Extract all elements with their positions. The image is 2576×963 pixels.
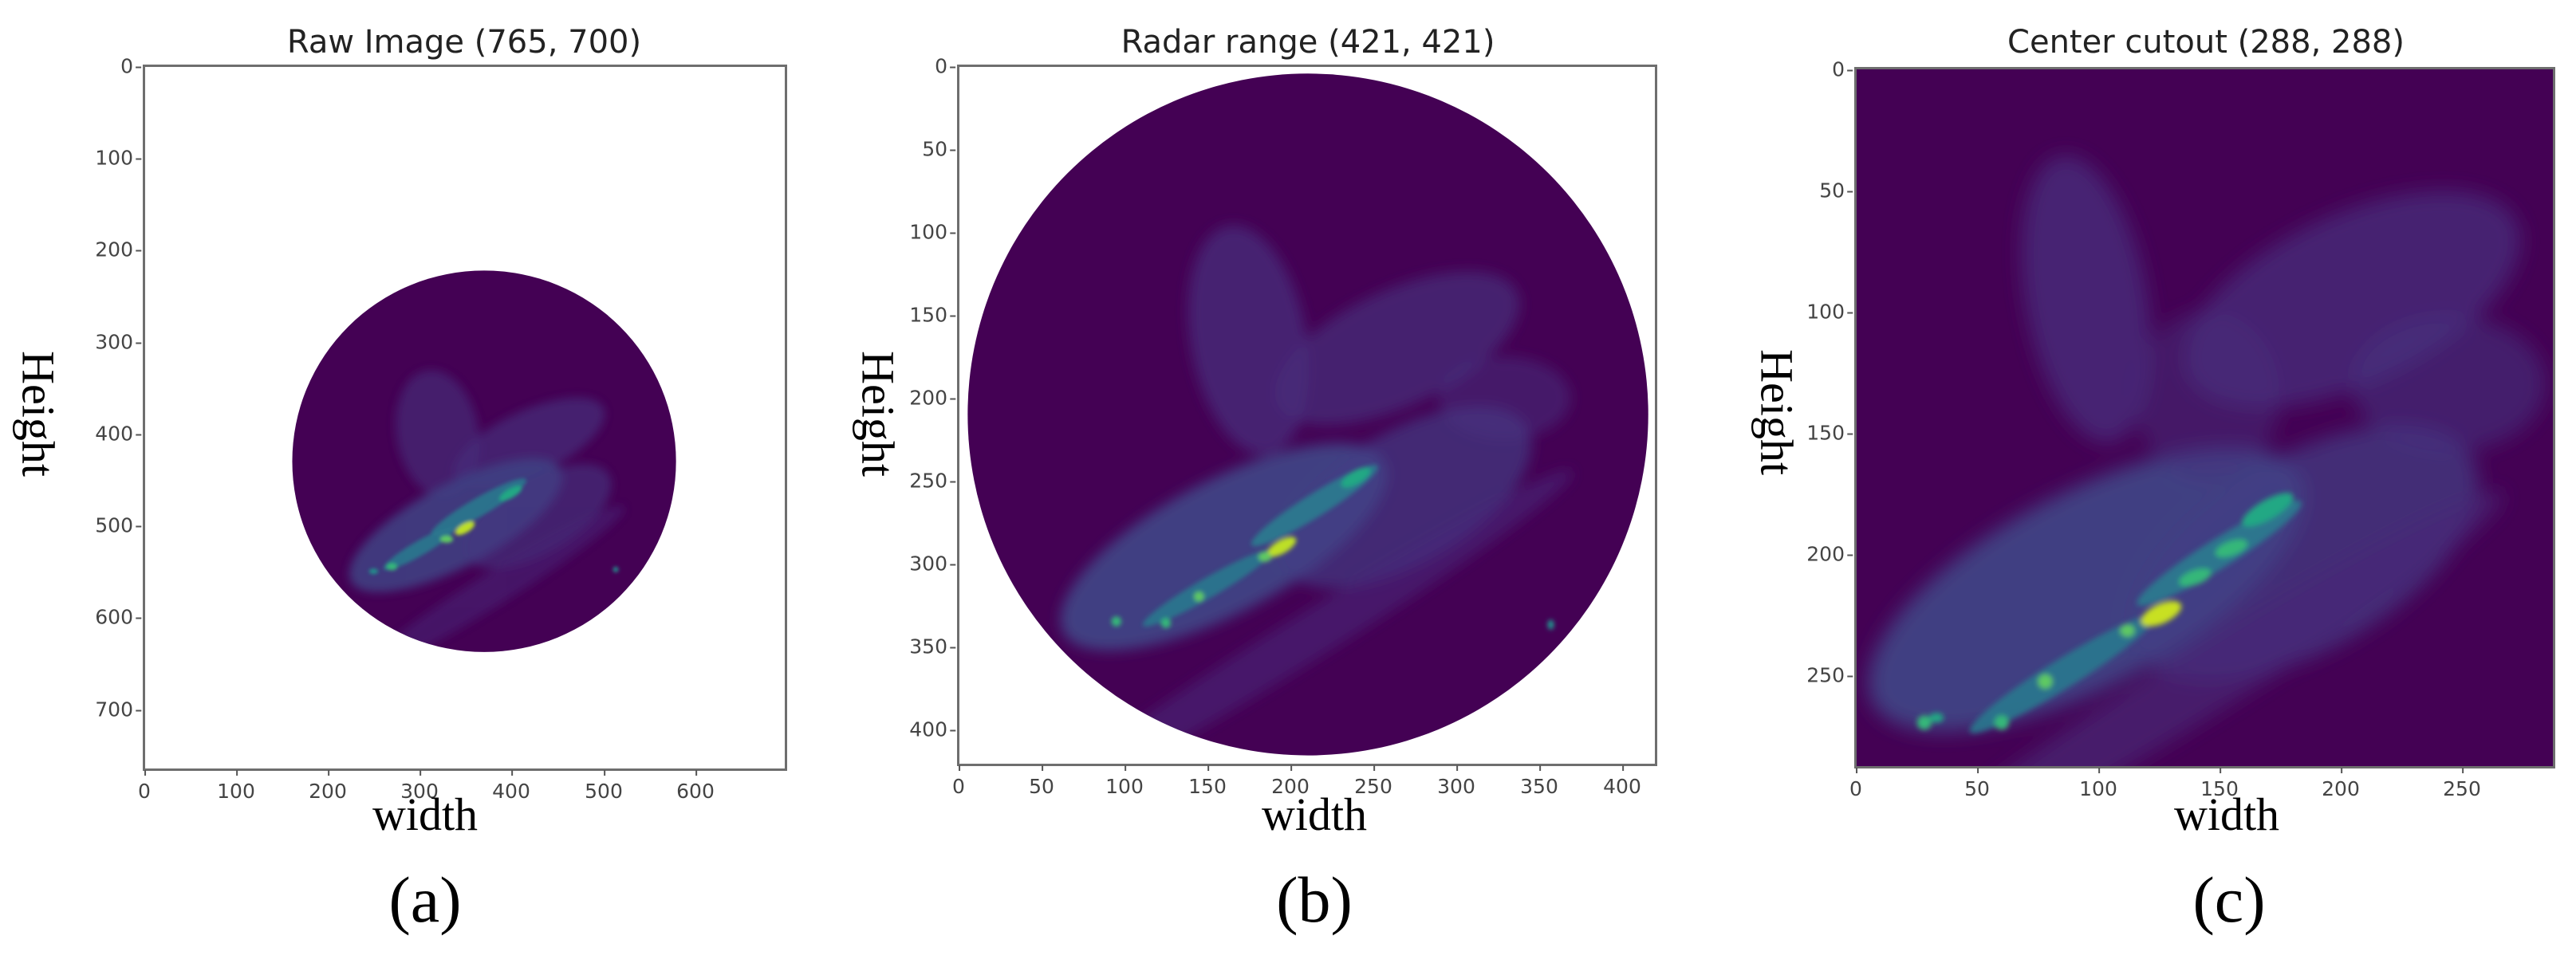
panel-a-heatmap [145, 67, 785, 768]
panel-c-xtick: 0 [1849, 768, 1862, 800]
panel-b-caption: (b) [1276, 863, 1353, 936]
panel-b-ytick: 300 [909, 552, 957, 576]
panel-b-xlabel: width [1261, 788, 1368, 840]
panel-a-ytick: 600 [95, 606, 143, 629]
panel-c-ytick: 200 [1806, 543, 1854, 566]
panel-b-ytick: 0 [935, 55, 957, 78]
panel-b-xtick: 300 [1437, 765, 1475, 798]
panel-b-xtick: 400 [1603, 765, 1641, 798]
panel-b-ytick: 50 [922, 138, 957, 161]
panel-a-xtick: 400 [492, 770, 530, 803]
panel-c-xtick: 100 [2079, 768, 2117, 800]
panel-b-ylabel: Height [852, 351, 904, 477]
panel-a-ytick: 200 [95, 238, 143, 261]
panel-c-title: Center cutout (288, 288) [2007, 24, 2405, 61]
panel-a-ytick: 0 [120, 55, 143, 78]
panel-c-ytick: 0 [1832, 58, 1854, 81]
panel-a-xtick: 100 [217, 770, 255, 803]
panel-b-xtick: 200 [1271, 765, 1310, 798]
panel-a-xtick: 300 [400, 770, 439, 803]
panel-c-xtick: 50 [1964, 768, 1990, 800]
panel-a-xtick: 200 [309, 770, 347, 803]
panel-b-xtick: 0 [952, 765, 965, 798]
panel-b-xtick: 150 [1188, 765, 1227, 798]
panel-a-xtick: 500 [585, 770, 623, 803]
panel-b-xtick: 50 [1029, 765, 1054, 798]
panel-a-plot-area [143, 65, 787, 771]
panel-a-ytick: 700 [95, 698, 143, 721]
panel-c-ytick: 150 [1806, 422, 1854, 445]
panel-a-ytick: 100 [95, 147, 143, 170]
panel-a-ytick: 300 [95, 331, 143, 354]
panel-b-ytick: 200 [909, 387, 957, 410]
panel-b-xtick: 100 [1105, 765, 1144, 798]
panel-b-plot-area [957, 65, 1657, 766]
panel-c-ylabel: Height [1751, 349, 1803, 475]
panel-c-ytick: 50 [1819, 179, 1854, 202]
panel-a-xlabel: width [372, 788, 479, 840]
panel-a-xtick: 0 [138, 770, 151, 803]
panel-c-heatmap [1857, 69, 2553, 766]
panel-a-ytick: 500 [95, 514, 143, 537]
panel-b-ytick: 400 [909, 718, 957, 741]
panel-c-caption: (c) [2192, 863, 2266, 936]
panel-b-xtick: 250 [1354, 765, 1392, 798]
panel-b-ytick: 150 [909, 304, 957, 327]
panel-b-xtick: 350 [1520, 765, 1558, 798]
panel-c-xtick: 150 [2200, 768, 2239, 800]
panel-c-ytick: 100 [1806, 301, 1854, 324]
panel-a-xtick: 600 [676, 770, 715, 803]
panel-c-xlabel: width [2173, 788, 2280, 840]
panel-a: Raw Image (765, 700) [0, 0, 845, 963]
panel-b-title: Radar range (421, 421) [1121, 24, 1495, 61]
panel-b-ytick: 100 [909, 221, 957, 244]
panel-a-caption: (a) [388, 863, 462, 936]
panel-a-title: Raw Image (765, 700) [286, 24, 642, 61]
panel-a-ytick: 400 [95, 423, 143, 446]
panel-c-xtick: 200 [2322, 768, 2360, 800]
panel-c-xtick: 250 [2443, 768, 2481, 800]
panel-b-ytick: 250 [909, 470, 957, 493]
panel-a-ylabel: Height [12, 351, 65, 477]
panel-b-heatmap [959, 67, 1655, 764]
panel-c-plot-area [1854, 67, 2555, 768]
panel-b-ytick: 350 [909, 635, 957, 658]
panel-c-ytick: 250 [1806, 664, 1854, 687]
